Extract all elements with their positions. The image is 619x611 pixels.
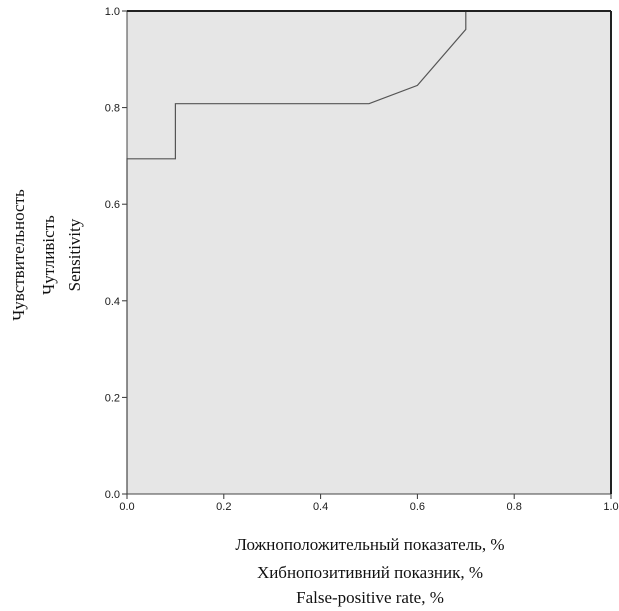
x-tick-label: 1.0 [603,501,618,513]
y-tick-label: 0.0 [105,489,120,501]
x-tick-label: 0.6 [410,501,425,513]
y-tick-label: 0.2 [105,392,120,404]
axis-ticks: 0.0 0.2 0.4 0.6 0.8 1.0 0.0 0.2 0.4 0.6 0.8 1.0 [105,6,619,513]
x-axis-title-ru: Ложноположительный показатель, % [235,535,504,554]
y-tick-label: 0.4 [105,296,120,308]
y-tick-label: 0.6 [105,199,120,211]
y-axis-title-ru: Чувствительность [9,189,28,321]
roc-curve [126,10,611,494]
plot-area [127,11,611,494]
x-tick-label: 0.2 [216,501,231,513]
y-tick-label: 0.8 [105,103,120,115]
x-tick-label: 0.8 [507,501,522,513]
x-tick-label: 0.4 [313,501,328,513]
y-axis-title-en: Sensitivity [65,218,84,291]
x-tick-label: 0.0 [119,501,134,513]
x-axis-title-en: False-positive rate, % [296,588,444,607]
y-tick-label: 1.0 [105,6,120,18]
x-axis-title-uk: Хибнопозитивний показник, % [257,563,483,582]
plot-frame [126,10,612,495]
y-axis-title-uk: Чутливість [39,215,58,295]
